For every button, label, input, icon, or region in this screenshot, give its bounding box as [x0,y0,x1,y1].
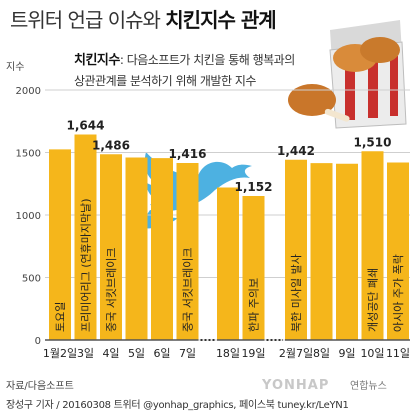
description-line1: : 다음소프트가 치킨을 통해 행복과의 [119,53,295,67]
x-tick-label: 9일 [338,346,355,360]
data-label: 1,416 [169,147,207,161]
x-tick-label: 3일 [77,346,94,360]
chart-title: 트위터 언급 이슈와 치킨지수 관계 [10,8,277,32]
bar-annotation: 북한 미사일 발사 [289,254,303,332]
y-tick-label: 500 [22,274,41,285]
x-tick-label: 11일 [386,346,410,360]
bar [49,149,71,340]
y-tick-label: 1000 [16,211,41,222]
data-label: 1,510 [354,135,392,149]
bar [74,134,97,340]
data-label: 1,442 [277,144,315,158]
x-tick-label: 6일 [153,346,170,360]
bar [125,157,148,340]
x-tick-label: 7일 [179,346,196,360]
description-term: 치킨지수 [74,53,120,68]
bar [336,163,358,340]
bar [242,196,265,340]
x-tick-label: 10일 [360,346,384,360]
bar [285,159,307,340]
bar [387,162,409,340]
description-line2: 상관관계를 분석하기 위해 개발한 지수 [74,74,256,88]
source-note: 자료/다음소프트 [6,381,74,392]
logo: 연합뉴스 [350,381,387,392]
x-tick-label: 19일 [241,346,265,360]
bar-annotation: 아시아 주가 폭락 [392,254,405,332]
bar [310,163,333,340]
y-tick-label: 1500 [16,149,41,160]
x-tick-label: 18일 [216,346,240,360]
bar-annotation: 프리미어리그 (연휴마지막날) [80,198,93,332]
y-axis-unit: 지수 [6,62,25,73]
x-tick-label: 1월2일 [43,346,77,360]
credit-line: 장성구 기자 / 20160308 트위터 @yonhap_graphics, … [6,400,349,411]
bar [100,154,122,340]
y-tick-label: 2000 [16,86,41,97]
bar-annotation: 개성공단 폐쇄 [367,268,380,332]
y-tick-label: 0 [35,336,41,347]
bar [361,151,384,340]
data-label: 1,486 [92,138,130,152]
description: 치킨지수: 다음소프트가 치킨을 통해 행복과의 상관관계를 분석하기 위해 개… [74,50,304,91]
chicken-box-illustration [288,20,407,129]
x-tick-label: 4일 [102,346,119,360]
bar [217,187,239,340]
x-tick-label: 2월7일 [279,346,313,360]
data-label: 1,152 [235,180,273,194]
x-tick-label: 8일 [313,346,330,360]
bar-annotation: 중국 서킷브레이크 [182,248,195,332]
bar-annotation: 한파 주의보 [248,278,261,332]
x-tick-label: 5일 [128,346,145,360]
bar [151,158,173,340]
bar-annotation: 토요일 [53,302,67,332]
bar [176,163,199,340]
bar-annotation: 중국 서킷브레이크 [105,248,118,332]
watermark: YONHAP [262,378,330,393]
data-label: 1,644 [67,119,105,133]
